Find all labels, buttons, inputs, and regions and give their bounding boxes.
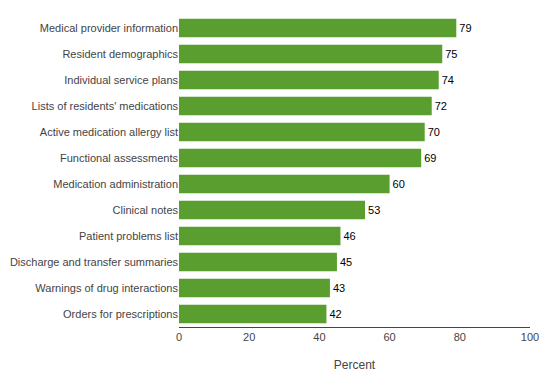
svg-text:74: 74 bbox=[442, 74, 454, 86]
svg-text:Medical provider information: Medical provider information bbox=[40, 22, 178, 34]
svg-text:20: 20 bbox=[243, 331, 255, 343]
svg-text:Patient problems list: Patient problems list bbox=[79, 230, 178, 242]
svg-text:Individual service plans: Individual service plans bbox=[64, 74, 178, 86]
svg-text:70: 70 bbox=[428, 126, 440, 138]
svg-text:60: 60 bbox=[393, 178, 405, 190]
svg-text:45: 45 bbox=[340, 256, 352, 268]
svg-text:43: 43 bbox=[333, 282, 345, 294]
svg-text:40: 40 bbox=[313, 331, 325, 343]
svg-text:Discharge and transfer summari: Discharge and transfer summaries bbox=[10, 256, 179, 268]
svg-text:100: 100 bbox=[521, 331, 539, 343]
svg-text:42: 42 bbox=[329, 308, 341, 320]
svg-text:Lists of residents' medication: Lists of residents' medications bbox=[32, 100, 179, 112]
svg-text:Functional assessments: Functional assessments bbox=[60, 152, 178, 164]
svg-text:53: 53 bbox=[368, 204, 380, 216]
svg-text:Clinical notes: Clinical notes bbox=[113, 204, 179, 216]
svg-text:60: 60 bbox=[383, 331, 395, 343]
svg-text:Active medication allergy list: Active medication allergy list bbox=[40, 126, 178, 138]
svg-text:46: 46 bbox=[343, 230, 355, 242]
svg-text:Warnings of drug interactions: Warnings of drug interactions bbox=[35, 282, 178, 294]
svg-text:72: 72 bbox=[435, 100, 447, 112]
svg-text:80: 80 bbox=[454, 331, 466, 343]
svg-text:Medication administration: Medication administration bbox=[53, 178, 178, 190]
svg-text:Orders for prescriptions: Orders for prescriptions bbox=[63, 308, 178, 320]
svg-text:Percent: Percent bbox=[334, 358, 376, 372]
svg-text:0: 0 bbox=[176, 331, 182, 343]
svg-text:75: 75 bbox=[445, 48, 457, 60]
svg-text:Resident demographics: Resident demographics bbox=[62, 48, 178, 60]
svg-text:79: 79 bbox=[459, 22, 471, 34]
svg-text:69: 69 bbox=[424, 152, 436, 164]
